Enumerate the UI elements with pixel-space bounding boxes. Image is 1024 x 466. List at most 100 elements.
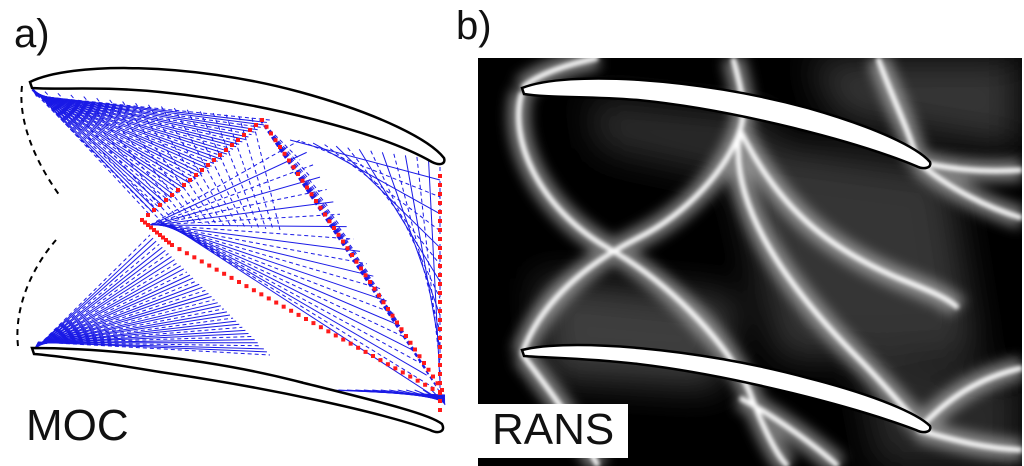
shock-marker bbox=[438, 354, 442, 358]
rans-upper-blade bbox=[520, 77, 932, 170]
shock-marker bbox=[438, 363, 442, 367]
characteristic-line bbox=[34, 93, 234, 150]
shock-marker bbox=[248, 128, 252, 132]
shock-marker bbox=[158, 233, 162, 237]
shock-marker bbox=[269, 131, 273, 136]
shock-marker bbox=[341, 337, 346, 342]
shock-marker bbox=[438, 336, 442, 340]
characteristic-line bbox=[156, 224, 347, 228]
characteristic-line bbox=[34, 249, 166, 350]
shock-marker bbox=[199, 259, 204, 264]
shock-marker bbox=[152, 208, 156, 212]
shock-marker bbox=[236, 138, 240, 142]
shock-marker bbox=[143, 220, 147, 225]
characteristic-line bbox=[167, 224, 427, 376]
characteristic-line bbox=[83, 96, 189, 223]
shock-marker bbox=[348, 341, 353, 346]
shock-marker bbox=[399, 327, 404, 332]
shock-marker bbox=[194, 173, 198, 177]
shock-marker bbox=[423, 382, 428, 387]
shock-marker bbox=[282, 151, 287, 156]
shock-marker bbox=[200, 168, 204, 172]
characteristic-line bbox=[35, 283, 200, 348]
shock-marker bbox=[400, 370, 405, 375]
shock-marker bbox=[206, 163, 210, 167]
shock-marker bbox=[404, 334, 408, 338]
characteristic-line bbox=[32, 89, 178, 194]
characteristic-line bbox=[301, 141, 441, 198]
characteristic-line bbox=[347, 147, 441, 265]
characteristic-line bbox=[157, 224, 354, 240]
characteristic-line bbox=[31, 88, 160, 209]
shock-wave bbox=[916, 365, 1022, 432]
characteristic-line bbox=[33, 234, 151, 351]
shock-marker bbox=[182, 183, 186, 187]
characteristic-line bbox=[33, 243, 160, 350]
characteristic-line bbox=[381, 152, 441, 316]
characteristic-line bbox=[151, 164, 314, 226]
characteristic-line bbox=[36, 314, 231, 346]
characteristic-line bbox=[186, 109, 246, 228]
shock-marker bbox=[222, 271, 227, 276]
characteristic-line bbox=[96, 97, 196, 224]
shock-marker bbox=[438, 219, 442, 223]
shock-marker bbox=[155, 230, 159, 235]
characteristic-line bbox=[32, 89, 172, 199]
shock-marker bbox=[413, 347, 417, 352]
shock-marker bbox=[431, 374, 435, 379]
shock-wave bbox=[737, 128, 960, 310]
upper-leading-edge-dashes bbox=[20, 85, 61, 197]
characteristic-line bbox=[199, 111, 253, 228]
characteristic-line bbox=[431, 389, 446, 405]
characteristic-line bbox=[34, 92, 231, 153]
characteristic-line bbox=[35, 95, 271, 121]
panel-b-label: b) bbox=[456, 4, 492, 48]
shock-marker bbox=[390, 313, 395, 318]
characteristic-line bbox=[135, 102, 217, 225]
characteristic-line bbox=[358, 148, 441, 282]
shock-marker bbox=[214, 267, 219, 272]
shock-marker bbox=[435, 381, 440, 386]
characteristic-line bbox=[34, 253, 169, 350]
characteristic-line bbox=[166, 224, 421, 364]
shock-marker bbox=[438, 183, 442, 187]
characteristic-line bbox=[32, 89, 182, 192]
characteristic-line bbox=[160, 224, 374, 277]
shock-marker bbox=[149, 225, 153, 230]
shock-marker bbox=[281, 304, 286, 309]
shock-marker bbox=[146, 223, 150, 227]
characteristic-line bbox=[154, 201, 334, 226]
rans-method-label: RANS bbox=[478, 404, 629, 458]
shock-marker bbox=[254, 123, 258, 127]
shock-marker bbox=[378, 358, 383, 363]
shock-marker bbox=[438, 300, 442, 304]
characteristic-line bbox=[404, 155, 441, 350]
characteristic-line bbox=[31, 89, 161, 221]
shock-marker bbox=[438, 291, 442, 295]
shock-marker bbox=[438, 210, 442, 214]
characteristic-line bbox=[32, 88, 166, 204]
shock-marker bbox=[260, 118, 264, 122]
shock-marker bbox=[371, 354, 375, 358]
shock-marker bbox=[318, 205, 323, 210]
shock-marker bbox=[363, 349, 368, 354]
shock-marker bbox=[438, 408, 442, 412]
shock-marker bbox=[164, 238, 168, 242]
characteristic-line bbox=[159, 224, 367, 265]
shock-marker bbox=[386, 307, 390, 311]
shock-marker bbox=[161, 235, 165, 240]
shock-marker bbox=[332, 226, 336, 230]
shock-marker bbox=[230, 143, 234, 147]
shock-marker bbox=[326, 329, 331, 334]
shock-marker bbox=[311, 321, 316, 326]
characteristic-line bbox=[152, 176, 321, 226]
shock-marker bbox=[140, 218, 144, 222]
shock-marker bbox=[176, 188, 180, 192]
shock-marker bbox=[408, 340, 413, 345]
shock-marker bbox=[438, 273, 442, 277]
shock-marker bbox=[266, 296, 271, 301]
shock-marker bbox=[381, 300, 386, 305]
shock-marker bbox=[438, 372, 442, 376]
shock-marker bbox=[296, 172, 300, 176]
characteristic-line bbox=[109, 99, 203, 224]
